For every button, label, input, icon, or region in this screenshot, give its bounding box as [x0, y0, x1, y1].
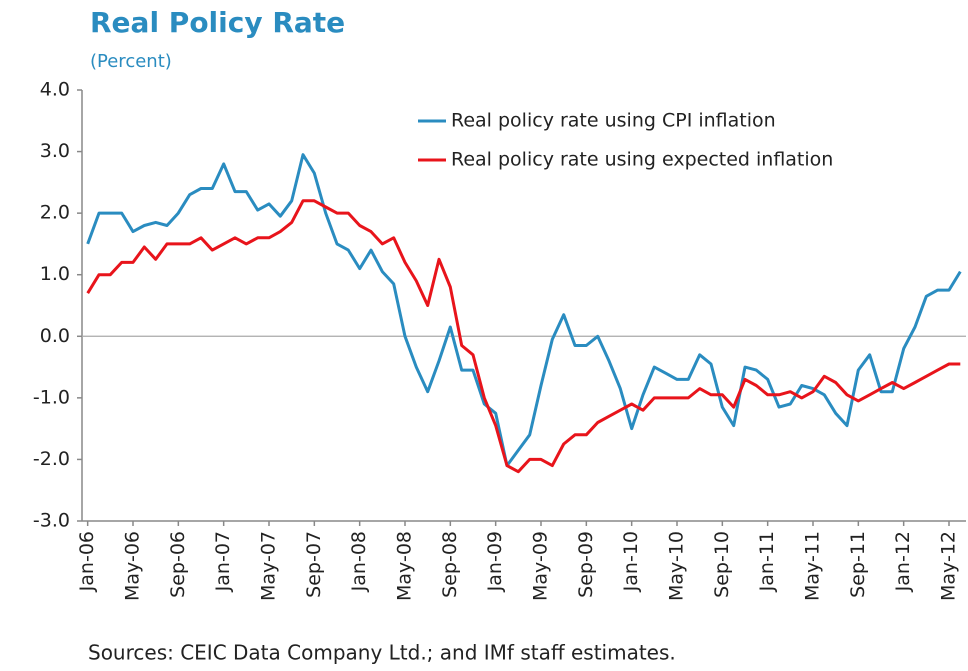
x-tick-label: Jan-12 — [892, 531, 914, 592]
y-tick-label: 1.0 — [40, 263, 70, 285]
y-tick-label: -2.0 — [33, 448, 70, 470]
x-tick-label: Jan-09 — [484, 531, 506, 592]
x-tick-label: Sep-08 — [439, 531, 461, 598]
x-tick-label: Jan-06 — [76, 531, 98, 592]
series-line — [86, 153, 962, 468]
source-note: Sources: CEIC Data Company Ltd.; and IMf… — [88, 641, 676, 665]
x-tick-label: May-08 — [394, 531, 416, 601]
x-tick-label: May-09 — [530, 531, 552, 601]
x-tick-label: Jan-07 — [212, 531, 234, 592]
x-tick-label: Sep-10 — [711, 531, 733, 598]
x-tick-label: May-12 — [938, 531, 960, 601]
legend-label: Real policy rate using expected inflatio… — [451, 149, 833, 171]
x-tick-label: Jan-10 — [620, 531, 642, 592]
series-line — [86, 199, 961, 474]
y-tick-label: 0.0 — [40, 325, 70, 347]
chart-subtitle: (Percent) — [90, 51, 172, 72]
y-tick-label: 2.0 — [40, 202, 70, 224]
x-tick-label: May-07 — [258, 531, 280, 601]
x-tick-label: May-10 — [666, 531, 688, 601]
y-tick-label: 3.0 — [40, 140, 70, 162]
y-tick-label: -3.0 — [33, 510, 70, 532]
legend-label: Real policy rate using CPI inflation — [451, 110, 776, 132]
x-tick-label: Sep-06 — [167, 531, 189, 598]
x-tick-label: Jan-11 — [756, 531, 778, 592]
x-tick-label: Sep-09 — [575, 531, 597, 598]
y-tick-label: 4.0 — [40, 79, 70, 101]
chart-title: Real Policy Rate — [90, 6, 345, 39]
x-tick-label: May-11 — [802, 531, 824, 601]
x-tick-label: May-06 — [122, 531, 144, 601]
y-tick-label: -1.0 — [33, 386, 70, 408]
x-tick-label: Sep-11 — [847, 531, 869, 598]
x-tick-label: Sep-07 — [303, 531, 325, 598]
x-tick-label: Jan-08 — [348, 531, 370, 592]
